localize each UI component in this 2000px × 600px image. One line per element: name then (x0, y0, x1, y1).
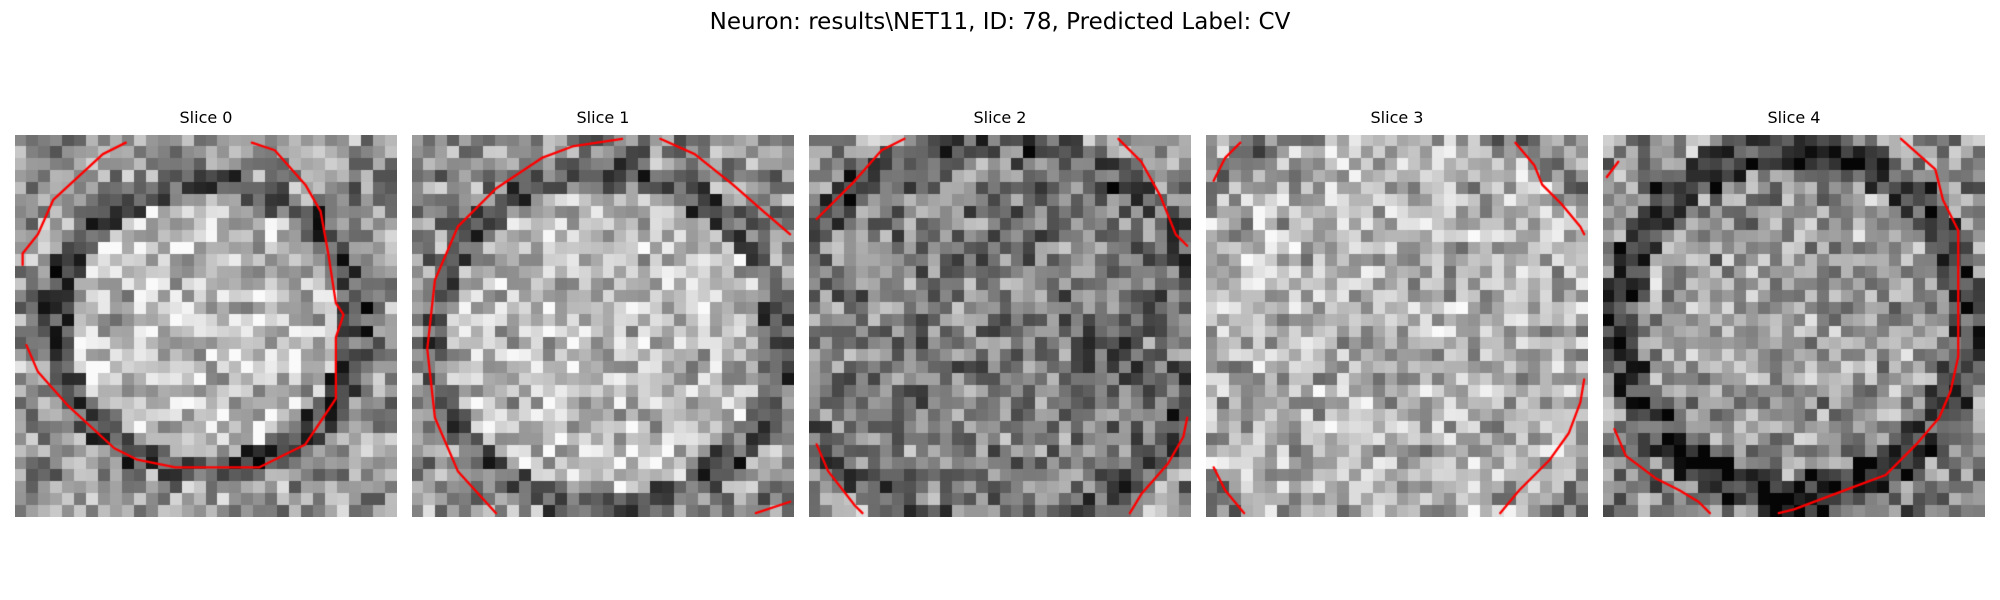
slice-panel-4: Slice 4 (1603, 108, 1985, 518)
slice-panel-0: Slice 0 (15, 108, 397, 518)
slice-image-0 (15, 135, 397, 517)
slice-image-1 (412, 135, 794, 517)
slice-title: Slice 2 (973, 108, 1027, 127)
figure-title: Neuron: results\NET11, ID: 78, Predicted… (709, 9, 1291, 35)
slice-image-2 (809, 135, 1191, 517)
slice-image-3 (1206, 135, 1588, 517)
slice-panel-1: Slice 1 (412, 108, 794, 518)
slice-panel-2: Slice 2 (809, 108, 1191, 518)
slice-title: Slice 1 (576, 108, 630, 127)
slice-title: Slice 4 (1767, 108, 1821, 127)
slice-image-4 (1603, 135, 1985, 517)
slice-title: Slice 0 (179, 108, 233, 127)
slice-title: Slice 3 (1370, 108, 1424, 127)
slice-panel-3: Slice 3 (1206, 108, 1588, 518)
